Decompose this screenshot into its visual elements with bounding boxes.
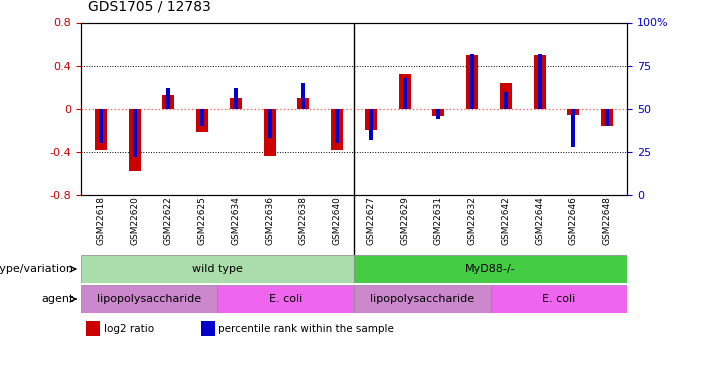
Bar (332, 109, 343, 150)
Bar (533, 55, 545, 109)
Text: lipopolysaccharide: lipopolysaccharide (370, 294, 475, 304)
Bar (301, 83, 306, 109)
Text: GSM22625: GSM22625 (198, 196, 207, 245)
Bar (230, 98, 242, 109)
Bar (196, 109, 208, 132)
Bar (354, 285, 491, 313)
Bar (466, 55, 478, 109)
Bar (601, 109, 613, 126)
Bar (354, 255, 627, 283)
Bar (538, 54, 542, 109)
Bar (99, 109, 103, 143)
Bar (217, 285, 354, 313)
Bar (605, 109, 609, 126)
Text: GSM22632: GSM22632 (468, 196, 477, 245)
Text: lipopolysaccharide: lipopolysaccharide (97, 294, 201, 304)
Text: GSM22636: GSM22636 (265, 196, 274, 245)
Text: GSM22646: GSM22646 (569, 196, 578, 245)
Bar (399, 74, 411, 109)
Bar (81, 255, 354, 283)
Text: MyD88-/-: MyD88-/- (465, 264, 516, 274)
Bar (335, 109, 339, 143)
Bar (200, 109, 204, 126)
Text: GSM22634: GSM22634 (231, 196, 240, 245)
Bar (86, 321, 100, 336)
Text: GSM22644: GSM22644 (535, 196, 544, 245)
Text: percentile rank within the sample: percentile rank within the sample (219, 324, 394, 334)
Text: GDS1705 / 12783: GDS1705 / 12783 (88, 0, 210, 13)
Text: agent: agent (41, 294, 74, 304)
Text: log2 ratio: log2 ratio (104, 324, 154, 334)
Bar (402, 78, 407, 109)
Bar (500, 83, 512, 109)
Bar (95, 109, 107, 150)
Bar (504, 92, 508, 109)
Bar (365, 109, 377, 130)
Bar (571, 109, 576, 147)
Text: genotype/variation: genotype/variation (0, 264, 74, 274)
Bar (491, 285, 627, 313)
Bar (166, 88, 170, 109)
Text: GSM22631: GSM22631 (434, 196, 443, 245)
Text: GSM22627: GSM22627 (367, 196, 375, 245)
Bar (264, 109, 275, 156)
Text: E. coli: E. coli (269, 294, 302, 304)
Bar (234, 88, 238, 109)
Text: GSM22640: GSM22640 (333, 196, 341, 245)
Bar (297, 98, 309, 109)
Bar (436, 109, 440, 119)
Bar (470, 54, 474, 109)
Bar (433, 109, 444, 116)
Text: GSM22642: GSM22642 (501, 196, 510, 245)
Text: GSM22618: GSM22618 (96, 196, 105, 245)
Bar (129, 109, 140, 171)
Text: GSM22620: GSM22620 (130, 196, 139, 245)
Bar (201, 321, 215, 336)
Bar (81, 285, 217, 313)
Text: GSM22648: GSM22648 (603, 196, 612, 245)
Text: GSM22622: GSM22622 (164, 196, 173, 245)
Bar (568, 109, 579, 115)
Bar (268, 109, 272, 138)
Text: wild type: wild type (192, 264, 243, 274)
Text: E. coli: E. coli (543, 294, 576, 304)
Bar (132, 109, 137, 157)
Bar (163, 95, 175, 109)
Text: GSM22629: GSM22629 (400, 196, 409, 245)
Text: GSM22638: GSM22638 (299, 196, 308, 245)
Bar (369, 109, 373, 140)
